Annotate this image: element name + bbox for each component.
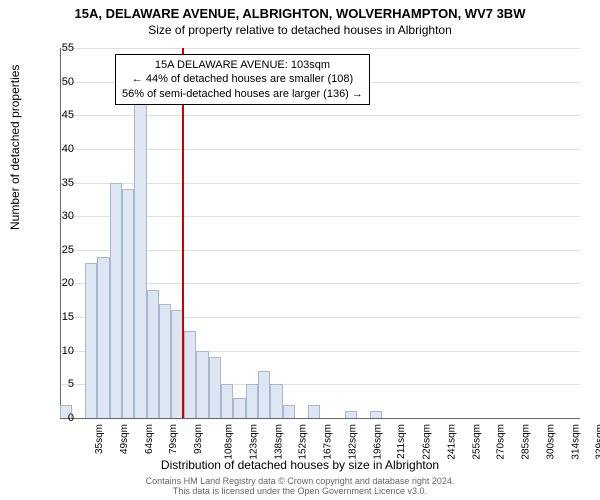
x-tick-label: 93sqm (193, 424, 204, 454)
y-tick-label: 40 (62, 143, 74, 155)
histogram-bar (345, 411, 357, 418)
x-tick-label: 79sqm (168, 424, 179, 454)
x-tick-label: 108sqm (224, 424, 235, 460)
histogram-bar (184, 331, 196, 418)
y-tick-label: 35 (62, 177, 74, 189)
x-tick-label: 300sqm (545, 424, 556, 460)
x-tick-label: 226sqm (422, 424, 433, 460)
histogram-bar (134, 68, 146, 418)
page-subtitle: Size of property relative to detached ho… (0, 21, 600, 37)
histogram-bar (246, 384, 258, 418)
page-title: 15A, DELAWARE AVENUE, ALBRIGHTON, WOLVER… (0, 0, 600, 21)
histogram-bar (221, 384, 233, 418)
y-tick-label: 10 (62, 345, 74, 357)
x-tick-label: 64sqm (144, 424, 155, 454)
y-tick-label: 50 (62, 76, 74, 88)
x-tick-label: 49sqm (119, 424, 130, 454)
y-tick-label: 55 (62, 42, 74, 54)
histogram-bar (270, 384, 282, 418)
x-tick-label: 241sqm (446, 424, 457, 460)
copyright-text: Contains HM Land Registry data © Crown c… (0, 476, 600, 496)
y-tick-label: 30 (62, 210, 74, 222)
y-tick-label: 20 (62, 277, 74, 289)
histogram-bar (233, 398, 245, 418)
y-tick-label: 25 (62, 244, 74, 256)
x-tick-label: 167sqm (323, 424, 334, 460)
x-tick-label: 196sqm (372, 424, 383, 460)
x-tick-label: 211sqm (396, 424, 407, 459)
histogram-bar (308, 405, 320, 418)
plot-area: 15A DELAWARE AVENUE: 103sqm← 44% of deta… (60, 48, 580, 418)
histogram-bar (209, 357, 221, 418)
histogram-bar (110, 183, 122, 418)
histogram-bar (258, 371, 270, 418)
y-tick-label: 0 (68, 412, 74, 424)
x-tick-label: 35sqm (94, 424, 105, 454)
x-tick-label: 152sqm (298, 424, 309, 460)
histogram-bar (97, 257, 109, 418)
histogram-bar (85, 263, 97, 418)
y-tick-label: 15 (62, 311, 74, 323)
x-tick-label: 138sqm (273, 424, 284, 460)
x-axis (60, 418, 580, 419)
gridline (60, 48, 580, 49)
x-tick-label: 255sqm (471, 424, 482, 460)
x-tick-label: 285sqm (521, 424, 532, 460)
x-tick-label: 329sqm (595, 424, 600, 460)
chart-container: 15A, DELAWARE AVENUE, ALBRIGHTON, WOLVER… (0, 0, 600, 500)
x-tick-label: 270sqm (496, 424, 507, 460)
annotation-box: 15A DELAWARE AVENUE: 103sqm← 44% of deta… (115, 54, 370, 105)
histogram-bar (196, 351, 208, 418)
x-tick-label: 182sqm (347, 424, 358, 460)
histogram-bar (147, 290, 159, 418)
x-tick-label: 314sqm (570, 424, 581, 460)
y-axis (60, 48, 61, 418)
histogram-bar (159, 304, 171, 418)
histogram-bar (370, 411, 382, 418)
y-tick-label: 5 (68, 378, 74, 390)
histogram-bar (283, 405, 295, 418)
histogram-bar (122, 189, 134, 418)
x-tick-label: 123sqm (248, 424, 259, 460)
x-axis-label: Distribution of detached houses by size … (0, 458, 600, 472)
y-tick-label: 45 (62, 109, 74, 121)
y-axis-label: Number of detached properties (8, 65, 22, 230)
